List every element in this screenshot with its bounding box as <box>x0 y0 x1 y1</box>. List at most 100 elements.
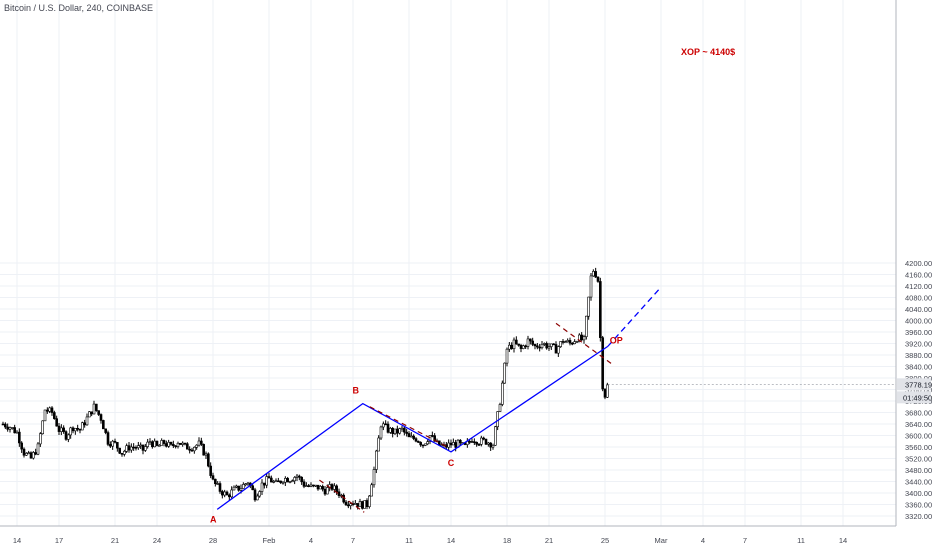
x-tick-label: Mar <box>655 536 668 545</box>
x-tick-label: 14 <box>13 536 21 545</box>
x-tick-label: 14 <box>839 536 847 545</box>
candle-body <box>547 346 551 349</box>
candle-body <box>524 345 527 348</box>
candle-body <box>503 362 506 384</box>
y-tick-label: 3320.00 <box>905 512 932 521</box>
x-tick-label: 14 <box>447 536 455 545</box>
candle-body <box>253 489 257 501</box>
candle-body <box>279 480 282 483</box>
price-axis[interactable]: 3320.00 3360.00 3400.00 3440.00 3480.00 3520.… <box>607 0 932 526</box>
candle-body <box>127 445 131 451</box>
candle-body <box>580 334 583 341</box>
candle-body <box>48 407 51 412</box>
candle-body <box>536 345 539 348</box>
candle-body <box>386 423 390 433</box>
y-tick-label: 3400.00 <box>905 489 932 498</box>
candle-body <box>64 431 68 440</box>
y-tick-label: 3560.00 <box>905 443 932 452</box>
candle-body <box>134 447 138 449</box>
candle-body <box>99 414 103 421</box>
candle-body <box>139 444 142 447</box>
time-axis[interactable]: 14 17 21 24 28 Feb 4 7 11 14 18 21 25 Mar 4 7 11 14 <box>0 525 896 545</box>
candle-body <box>475 441 478 445</box>
candle-body <box>90 411 93 415</box>
candle-body <box>55 418 58 427</box>
candle-body <box>347 504 350 507</box>
candle-body <box>195 444 198 448</box>
candle-body <box>263 482 266 486</box>
candle-body <box>344 501 348 506</box>
candle-body <box>589 275 593 298</box>
y-tick-label: 4080.00 <box>905 294 932 303</box>
candle-body <box>419 442 422 446</box>
y-tick-label: 4040.00 <box>905 305 932 314</box>
candle-body <box>512 339 516 349</box>
candle-body <box>522 345 525 349</box>
x-tick-label: 24 <box>153 536 161 545</box>
candle-body <box>151 441 154 448</box>
y-tick-label: 3440.00 <box>905 478 932 487</box>
candle-body <box>307 485 310 487</box>
candle-body <box>400 427 404 430</box>
candle-body <box>85 416 89 426</box>
candle-body <box>358 501 362 507</box>
candle-body <box>585 315 588 337</box>
candle-body <box>25 452 28 456</box>
candle-body <box>158 445 161 447</box>
candle-body <box>484 438 488 445</box>
candle-body <box>106 432 110 445</box>
candle-body <box>393 428 397 434</box>
candle-body <box>281 481 285 484</box>
candle-body <box>379 426 383 439</box>
candle-body <box>216 483 219 485</box>
candle-body <box>113 440 117 443</box>
candle-body <box>370 484 373 497</box>
candle-body <box>34 452 37 455</box>
candle-body <box>575 341 579 343</box>
candle-body <box>202 444 205 456</box>
candle-body <box>274 480 278 483</box>
candle-body <box>141 444 145 451</box>
candle-body <box>20 442 23 450</box>
candle-body <box>337 491 341 496</box>
candle-body <box>39 433 42 445</box>
candle-body <box>118 447 121 454</box>
candle-body <box>193 446 196 452</box>
candle-body <box>270 477 273 483</box>
candle-body <box>62 427 65 432</box>
x-tick-label: 4 <box>309 536 313 545</box>
candle-body <box>398 428 401 434</box>
candle-body <box>361 501 364 509</box>
candle-body <box>190 449 194 452</box>
candle-body <box>440 444 443 447</box>
y-tick-label: 3520.00 <box>905 455 932 464</box>
candle-body <box>251 485 254 491</box>
x-tick-label: Feb <box>263 536 276 545</box>
candle-body <box>174 445 177 448</box>
candle-body <box>244 483 247 486</box>
candle-body <box>578 334 581 342</box>
candle-body <box>258 491 261 497</box>
candle-body <box>354 503 357 505</box>
candle-body <box>272 481 275 483</box>
candle-body <box>482 437 485 440</box>
x-tick-label: 18 <box>503 536 511 545</box>
candle-body <box>417 440 420 443</box>
y-tick-label: 4120.00 <box>905 282 932 291</box>
candle-body <box>552 343 555 346</box>
candle-body <box>529 338 532 342</box>
candle-body <box>377 437 380 452</box>
candle-body <box>319 486 322 490</box>
candle-body <box>41 420 44 435</box>
candle-body <box>538 346 541 349</box>
candle-body <box>428 435 432 442</box>
candle-body <box>489 442 492 448</box>
candle-body <box>286 478 289 483</box>
candle-body <box>104 428 107 433</box>
candle-body <box>148 441 152 444</box>
candle-body <box>309 484 313 487</box>
candle-body <box>403 427 406 433</box>
candle-body <box>109 444 112 447</box>
candle-body <box>186 443 189 450</box>
